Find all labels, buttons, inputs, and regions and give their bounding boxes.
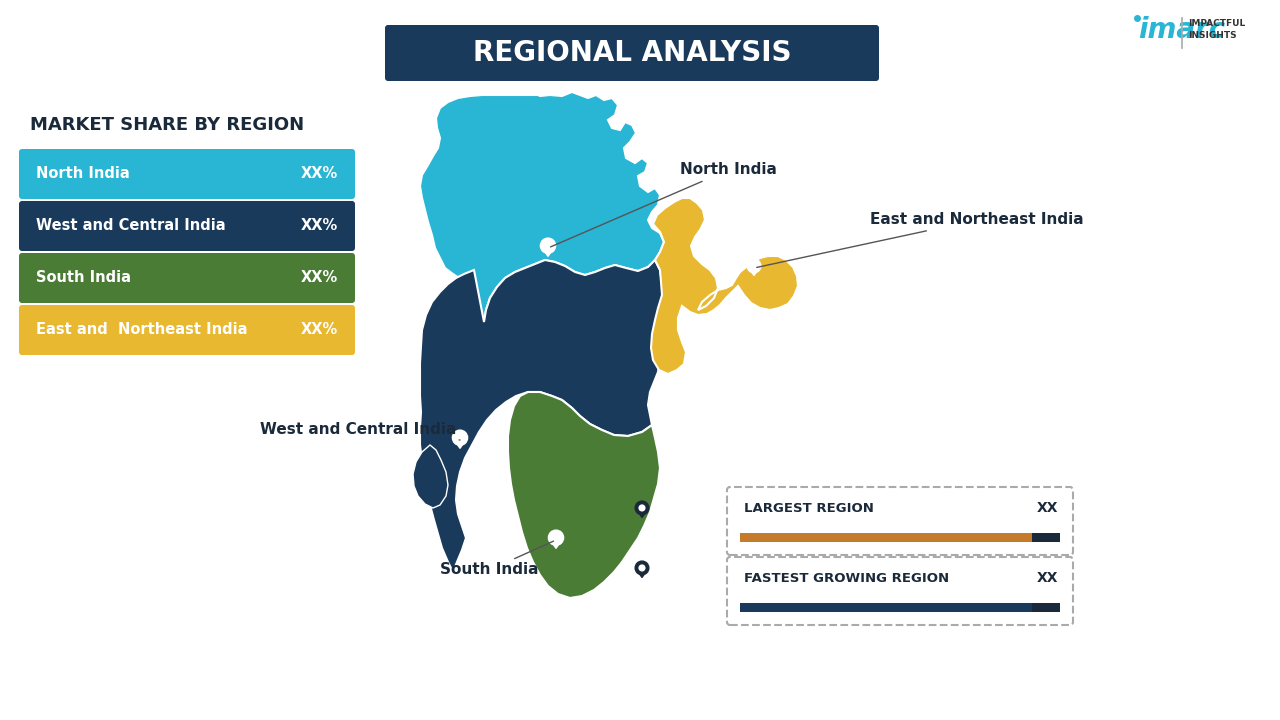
- Polygon shape: [549, 538, 563, 549]
- Text: West and Central India: West and Central India: [36, 218, 225, 233]
- FancyBboxPatch shape: [19, 253, 355, 303]
- Circle shape: [639, 505, 645, 510]
- Polygon shape: [652, 198, 797, 374]
- Text: South India: South India: [440, 541, 553, 577]
- FancyBboxPatch shape: [19, 201, 355, 251]
- Text: East and Northeast India: East and Northeast India: [756, 212, 1084, 267]
- Text: XX%: XX%: [301, 323, 338, 338]
- Text: XX%: XX%: [301, 218, 338, 233]
- Circle shape: [748, 259, 760, 273]
- Circle shape: [545, 243, 552, 249]
- Circle shape: [639, 565, 645, 571]
- Text: XX%: XX%: [301, 166, 338, 181]
- FancyBboxPatch shape: [19, 305, 355, 355]
- Polygon shape: [453, 438, 467, 449]
- Text: FASTEST GROWING REGION: FASTEST GROWING REGION: [744, 572, 950, 585]
- Circle shape: [540, 238, 556, 253]
- Text: LARGEST REGION: LARGEST REGION: [744, 502, 874, 515]
- Circle shape: [751, 263, 756, 269]
- Text: East and  Northeast India: East and Northeast India: [36, 323, 247, 338]
- Text: North India: North India: [36, 166, 129, 181]
- FancyBboxPatch shape: [727, 487, 1073, 555]
- Text: REGIONAL ANALYSIS: REGIONAL ANALYSIS: [472, 39, 791, 67]
- Text: XX%: XX%: [301, 271, 338, 286]
- Circle shape: [635, 561, 649, 575]
- Circle shape: [635, 501, 649, 515]
- FancyBboxPatch shape: [727, 557, 1073, 625]
- Polygon shape: [635, 508, 649, 518]
- Text: XX: XX: [1037, 501, 1059, 515]
- Polygon shape: [635, 568, 649, 577]
- Polygon shape: [413, 445, 448, 508]
- Text: imarc: imarc: [1138, 16, 1225, 44]
- Polygon shape: [748, 266, 760, 276]
- Circle shape: [452, 430, 467, 445]
- Polygon shape: [540, 246, 556, 256]
- Circle shape: [553, 534, 559, 541]
- Text: North India: North India: [550, 163, 777, 247]
- Polygon shape: [420, 92, 664, 322]
- Text: MARKET SHARE BY REGION: MARKET SHARE BY REGION: [29, 116, 305, 134]
- Circle shape: [457, 435, 463, 441]
- Polygon shape: [508, 392, 660, 598]
- FancyBboxPatch shape: [19, 149, 355, 199]
- Text: South India: South India: [36, 271, 131, 286]
- Text: INSIGHTS: INSIGHTS: [1188, 32, 1236, 40]
- Polygon shape: [420, 260, 666, 572]
- Text: XX: XX: [1037, 571, 1059, 585]
- Text: IMPACTFUL: IMPACTFUL: [1188, 19, 1245, 29]
- Circle shape: [548, 530, 563, 545]
- Bar: [740, 603, 1060, 612]
- FancyBboxPatch shape: [385, 25, 879, 81]
- Text: West and Central India: West and Central India: [260, 423, 460, 440]
- Bar: [740, 533, 1060, 542]
- Bar: [1032, 603, 1060, 612]
- Bar: [1032, 533, 1060, 542]
